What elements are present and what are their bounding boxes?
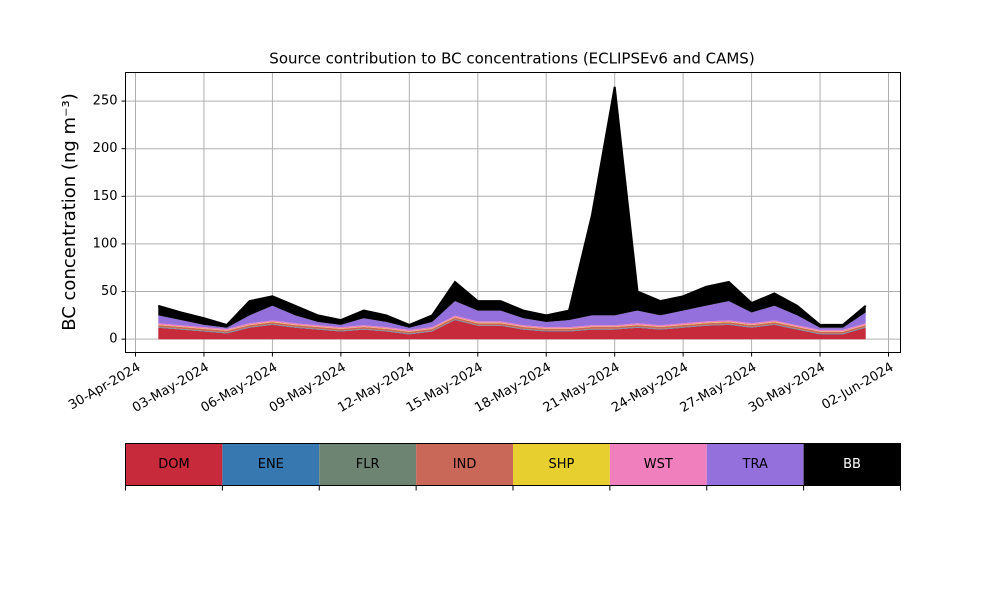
legend-swatch: [803, 443, 901, 486]
legend-swatch: [513, 443, 610, 486]
legend-swatch: [609, 443, 707, 486]
legend: DOM ENE FLR IND SHP WST TRA BB: [125, 443, 901, 491]
legend-swatch: [416, 443, 513, 486]
x-tick-label: 30-May-2024: [746, 360, 828, 416]
x-tick-label: 02-Jun-2024: [819, 360, 896, 413]
area: [158, 301, 866, 330]
plot-frame: [125, 72, 901, 353]
area: [158, 319, 866, 335]
x-tick-label: 24-May-2024: [609, 360, 691, 416]
y-tick-label: 200: [93, 141, 118, 156]
area: [158, 315, 866, 332]
x-tick-label: 09-May-2024: [267, 360, 349, 416]
y-tick-label: 0: [109, 332, 117, 347]
legend-label: DOM: [158, 457, 189, 472]
legend-label: FLR: [356, 457, 380, 472]
legend-swatch: [222, 443, 320, 486]
total-line: [158, 86, 867, 327]
x-tick-label: 06-May-2024: [198, 360, 280, 416]
x-tick-label: 21-May-2024: [541, 360, 623, 416]
legend-frame: [125, 443, 901, 486]
y-tick-label: 150: [93, 189, 118, 204]
x-tick-label: 12-May-2024: [335, 360, 417, 416]
area: [158, 320, 866, 340]
legend-label: ENE: [258, 457, 284, 472]
chart-title: Source contribution to BC concentrations…: [269, 50, 754, 68]
x-tick-label: 03-May-2024: [130, 360, 212, 416]
x-tick-label: 18-May-2024: [472, 360, 554, 416]
plot-area: [125, 72, 901, 353]
legend-label: TRA: [742, 457, 768, 472]
legend-label: WST: [644, 457, 673, 472]
x-tick-label: 27-May-2024: [678, 360, 760, 416]
y-tick-label: 100: [93, 236, 118, 251]
area: [158, 317, 866, 332]
legend-label: SHP: [549, 457, 575, 472]
y-tick-label: 250: [93, 94, 118, 109]
y-tick-label: 50: [101, 284, 118, 299]
legend-swatch: [125, 443, 223, 486]
y-axis-label: BC concentration (ng m⁻³): [59, 93, 80, 331]
x-tick-label: 15-May-2024: [404, 360, 486, 416]
area: [158, 317, 866, 334]
legend-label: BB: [843, 457, 861, 472]
legend-swatch: [706, 443, 804, 486]
legend-label: IND: [453, 457, 477, 472]
legend-swatch: [319, 443, 417, 486]
